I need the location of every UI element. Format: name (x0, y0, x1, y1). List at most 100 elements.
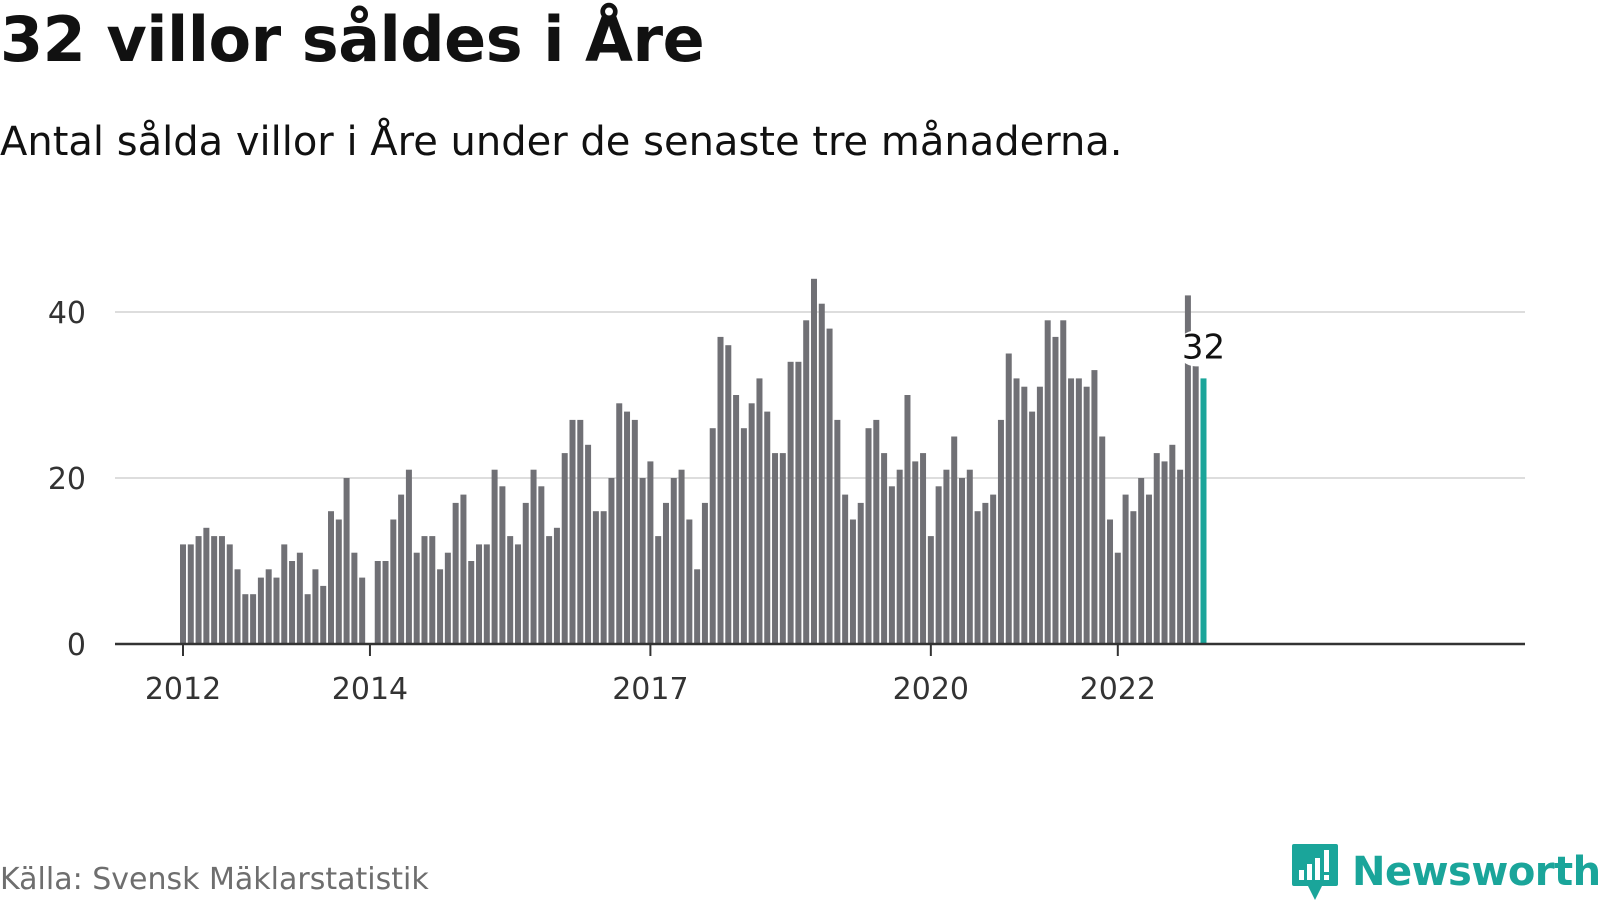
bar (585, 444, 592, 644)
x-axis-labels: 2012 2014 2017 2020 2022 (145, 672, 1156, 707)
bar (304, 594, 311, 644)
bar (398, 494, 405, 644)
bar (670, 478, 677, 644)
bar (803, 320, 810, 644)
bar (180, 544, 186, 644)
bar (577, 419, 584, 644)
bar (507, 536, 514, 644)
bar (709, 428, 716, 644)
bar (896, 469, 903, 644)
bar (1005, 353, 1012, 644)
bar (756, 378, 763, 644)
bars (180, 278, 1207, 644)
bar (733, 395, 740, 644)
bar (600, 511, 607, 644)
bar (834, 419, 841, 644)
bar (1099, 436, 1106, 644)
y-tick-label: 20 (48, 462, 86, 497)
x-tick-label: 2012 (145, 672, 221, 707)
bar (483, 544, 490, 644)
bar (678, 469, 685, 644)
newsworthy-logo-icon (1292, 844, 1338, 900)
bar (787, 361, 794, 644)
bar (250, 594, 257, 644)
bar (514, 544, 521, 644)
bar (818, 303, 825, 644)
bar (997, 419, 1004, 644)
bar (772, 453, 779, 644)
bar (842, 494, 849, 644)
bar (1200, 378, 1207, 644)
bar (686, 519, 693, 644)
bar (1029, 411, 1036, 644)
end-label-background (1177, 330, 1230, 367)
x-tick-label: 2017 (612, 672, 688, 707)
y-tick-label: 40 (48, 296, 86, 331)
bar (1145, 494, 1152, 644)
bar (826, 328, 833, 644)
bar (888, 486, 895, 644)
bar (522, 502, 529, 644)
page-title: 32 villor såldes i Åre (0, 3, 705, 76)
bar (265, 569, 272, 644)
bar (655, 536, 662, 644)
bar (912, 461, 919, 644)
bar (725, 345, 732, 644)
bar (421, 536, 428, 644)
bar (491, 469, 498, 644)
bar (335, 519, 342, 644)
x-axis (115, 642, 1525, 656)
bar (296, 552, 303, 644)
bar (203, 527, 210, 644)
bar (553, 527, 560, 644)
bar (951, 436, 958, 644)
bar (429, 536, 436, 644)
bar (1060, 320, 1067, 644)
bar (701, 502, 708, 644)
bar (639, 478, 646, 644)
bar (1091, 370, 1098, 644)
bar (273, 577, 280, 644)
bar (959, 478, 965, 644)
x-tick-label: 2014 (332, 672, 408, 707)
bar (857, 502, 864, 644)
bar (616, 403, 623, 644)
bar (881, 453, 888, 644)
bar (990, 494, 997, 644)
bar (1068, 378, 1075, 644)
bar (234, 569, 241, 644)
bar (405, 469, 412, 644)
bar (592, 511, 599, 644)
y-axis-labels: 0 20 40 (48, 296, 86, 663)
bar (1036, 386, 1043, 644)
bar (281, 544, 288, 644)
x-tick-label: 2020 (893, 672, 969, 707)
bar (982, 502, 989, 644)
bar (927, 536, 934, 644)
bar (257, 577, 264, 644)
bar (413, 552, 420, 644)
bar (1130, 511, 1137, 644)
bar (320, 585, 327, 644)
bar (694, 569, 701, 644)
bar (1122, 494, 1129, 644)
bar (865, 428, 872, 644)
bar (452, 502, 459, 644)
page-subtitle: Antal sålda villor i Åre under de senast… (0, 119, 1123, 165)
y-tick-label: 0 (67, 628, 86, 663)
annotations: 32 (1177, 327, 1230, 367)
brand-logo[interactable]: Newsworthy (1290, 842, 1600, 902)
bar (444, 552, 451, 644)
bar (810, 278, 817, 644)
bar (624, 411, 631, 644)
bar (1177, 469, 1184, 644)
bar (974, 511, 981, 644)
bar (795, 361, 802, 644)
bar (328, 511, 335, 644)
bar (569, 419, 576, 644)
bar (764, 411, 771, 644)
bar (904, 395, 911, 644)
bar (561, 453, 568, 644)
bar (1161, 461, 1168, 644)
bar (1169, 444, 1176, 644)
